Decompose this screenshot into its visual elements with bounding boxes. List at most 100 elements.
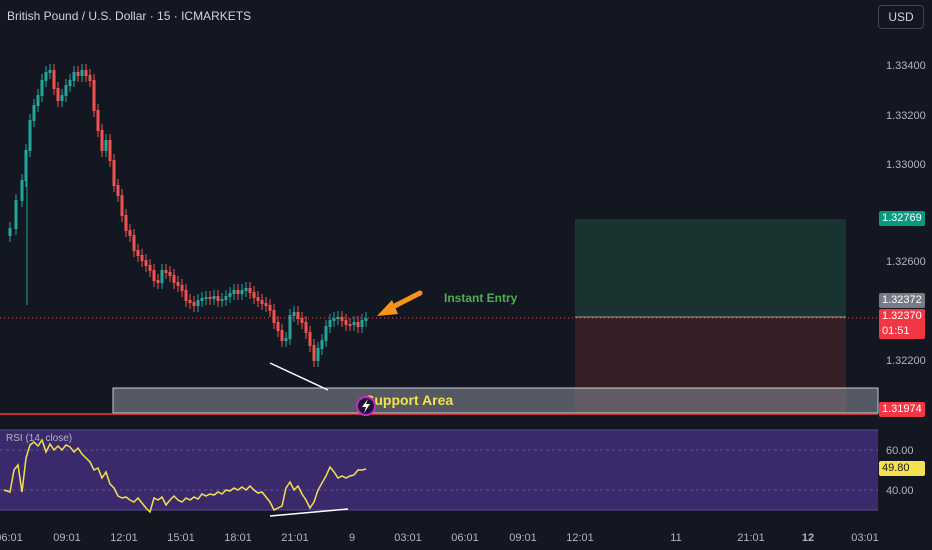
candle-body [196, 300, 200, 306]
candle-body [320, 340, 324, 349]
candle-body [360, 320, 364, 327]
candle-body [340, 317, 344, 321]
candle-body [140, 255, 144, 261]
time-tick: 18:01 [224, 532, 252, 544]
stop-level-price-tag: 1.31974 [879, 402, 925, 417]
candle-body [180, 285, 184, 291]
candle-body [328, 320, 332, 327]
support-area-box[interactable] [112, 387, 879, 414]
time-tick: 21:01 [281, 532, 309, 544]
candle-body [188, 300, 192, 303]
candle-body [200, 298, 204, 301]
candle-body [156, 280, 160, 283]
candle-body [300, 318, 304, 323]
candle-body [176, 282, 180, 286]
candle-body [100, 130, 104, 151]
candle-body [364, 318, 368, 321]
countdown-tag: 01:51 [879, 324, 925, 339]
price-tick: 1.33400 [886, 60, 926, 72]
candle-body [128, 230, 132, 236]
candle-body [68, 80, 72, 86]
candle-body [44, 72, 48, 81]
candle-body [168, 272, 172, 276]
time-tick: 06:01 [451, 532, 479, 544]
candle-body [316, 348, 320, 361]
candle-body [272, 310, 276, 323]
rsi-line [3, 438, 367, 514]
instant-entry-label[interactable]: Instant Entry [444, 291, 518, 305]
symbol-title[interactable]: British Pound / U.S. Dollar · 15 · ICMAR… [7, 9, 252, 23]
candle-body [32, 105, 36, 121]
candle-body [88, 75, 92, 81]
price-tick: 1.33000 [886, 159, 926, 171]
time-tick: 12 [802, 532, 814, 544]
candle-body [40, 80, 44, 96]
rsi-title[interactable]: RSI (14, close) [6, 433, 72, 444]
price-tick: 1.32200 [886, 355, 926, 367]
candle-body [48, 70, 52, 73]
candle-body [24, 150, 28, 181]
time-tick: 15:01 [167, 532, 195, 544]
candle-body [352, 322, 356, 325]
candle-body [56, 88, 60, 101]
candle-body [276, 322, 280, 331]
candle-body [184, 290, 188, 301]
candle-body [332, 318, 336, 321]
candle-body [256, 297, 260, 301]
candle-body [172, 275, 176, 283]
time-tick: 06:01 [0, 532, 23, 544]
rsi-value-tag: 49.80 [879, 461, 925, 476]
time-tick: 11 [670, 532, 681, 544]
candle-body [216, 296, 220, 301]
rsi-panel [0, 430, 878, 510]
time-tick: 21:01 [737, 532, 765, 544]
entry-arrow[interactable] [377, 290, 423, 316]
candle-body [92, 80, 96, 111]
candle-body [224, 296, 228, 300]
candle-body [76, 72, 80, 76]
time-tick: 09:01 [53, 532, 81, 544]
candle-body [136, 250, 140, 256]
candle-body [192, 302, 196, 306]
candle-body [160, 270, 164, 283]
candle-body [240, 290, 244, 294]
candle-body [304, 322, 308, 333]
candle-body [104, 140, 108, 151]
candle-body [164, 270, 168, 273]
candle-body [124, 215, 128, 231]
divergence-trendline-rsi[interactable] [269, 508, 349, 517]
candle-body [228, 293, 232, 297]
candle-body [268, 305, 272, 311]
candle-body [212, 296, 216, 299]
candle-body [72, 72, 76, 81]
price-tick: 1.33200 [886, 110, 926, 122]
candle-body [344, 320, 348, 325]
price-tick: 1.32600 [886, 256, 926, 268]
candle-body [252, 292, 256, 298]
candle-body [336, 317, 340, 319]
candle-body [8, 228, 12, 236]
candle-body [312, 345, 316, 361]
profit-zone[interactable] [575, 219, 846, 317]
candle-body [204, 297, 208, 299]
lightning-icon[interactable] [356, 396, 376, 416]
divergence-trendline-price[interactable] [269, 362, 329, 391]
time-tick: 12:01 [110, 532, 138, 544]
candle-body [108, 140, 112, 161]
candle-body [52, 70, 56, 89]
support-area-label[interactable]: Support Area [365, 392, 453, 408]
time-tick: 03:01 [394, 532, 422, 544]
take-profit-price-tag: 1.32769 [879, 211, 925, 226]
candle-body [80, 70, 84, 76]
time-tick: 12:01 [566, 532, 594, 544]
time-tick: 03:01 [851, 532, 879, 544]
candle-body [116, 185, 120, 196]
rsi-tick: 40.00 [886, 485, 914, 497]
currency-button[interactable]: USD [878, 5, 924, 29]
time-axis: 06:01 09:01 12:01 15:01 18:01 21:01 9 03… [0, 532, 879, 544]
candle-body [36, 95, 40, 106]
candle-body [60, 95, 64, 101]
last-close-price-tag: 1.32372 [879, 293, 925, 308]
candle-body [148, 265, 152, 271]
